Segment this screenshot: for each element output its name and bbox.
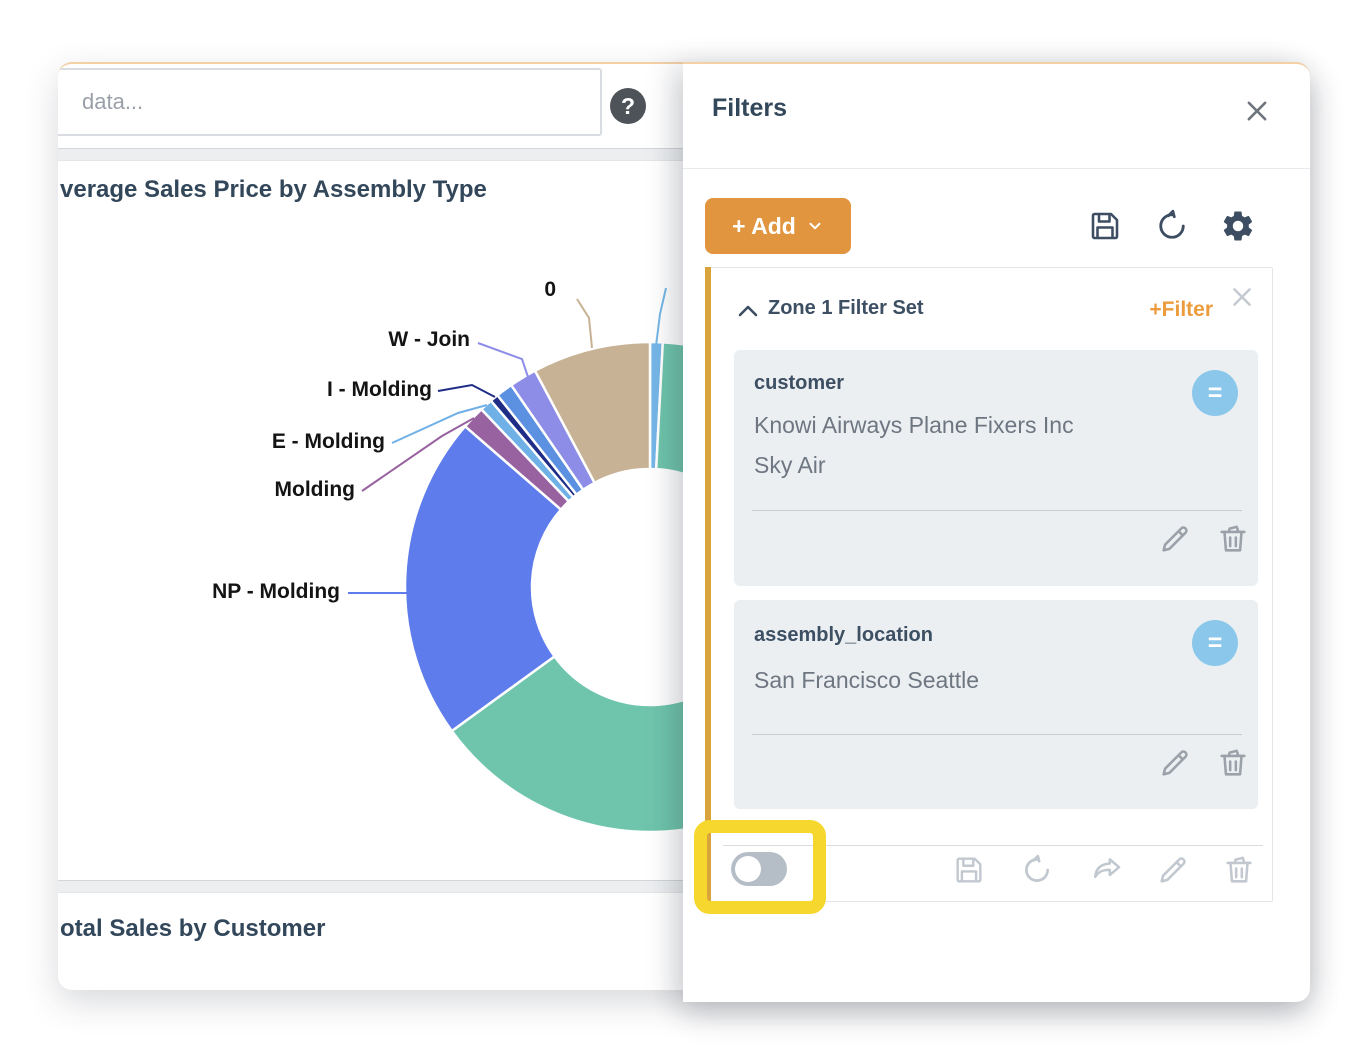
operator-equals-badge: =	[1192, 620, 1238, 666]
slice-label-e-molding: E - Molding	[271, 430, 385, 453]
card-divider	[752, 510, 1242, 511]
save-icon[interactable]	[1087, 208, 1123, 244]
edit-pencil-icon[interactable]	[1156, 853, 1190, 887]
add-filter-link[interactable]: +Filter	[1149, 298, 1213, 321]
gear-icon[interactable]	[1220, 208, 1256, 244]
slice-label-molding: Molding	[274, 478, 355, 501]
filter-value-line: Knowi Airways Plane Fixers Inc	[754, 412, 1074, 438]
donut-slice-unlabeled[interactable]	[450, 341, 683, 834]
filter-set-toggle[interactable]	[731, 852, 787, 886]
filter-set: Zone 1 Filter Set +Filter customer = Kno…	[705, 267, 1273, 904]
filters-panel: Filters + Add	[683, 62, 1310, 1002]
help-icon[interactable]: ?	[610, 88, 646, 124]
filter-field-name: assembly_location	[754, 624, 933, 646]
add-filter-set-button[interactable]: + Add	[705, 198, 851, 254]
leader-line	[576, 298, 593, 349]
filter-value: San Francisco Seattle	[754, 660, 1154, 700]
filter-value-line: Sky Air	[754, 452, 826, 478]
donut-slice-0[interactable]	[533, 340, 652, 485]
filter-field-name: customer	[754, 372, 845, 394]
remove-filter-set-icon[interactable]	[1229, 284, 1255, 310]
slice-label-np-molding: NP - Molding	[212, 580, 340, 603]
edit-pencil-icon[interactable]	[1158, 746, 1192, 780]
help-glyph: ?	[620, 92, 636, 119]
reset-icon[interactable]	[1020, 853, 1054, 887]
add-button-label: + Add	[732, 212, 796, 239]
search-input[interactable]	[58, 68, 602, 136]
save-icon[interactable]	[952, 853, 986, 887]
operator-equals-badge: =	[1192, 370, 1238, 416]
leader-line	[361, 417, 475, 492]
chart2-title: otal Sales by Customer	[60, 915, 326, 942]
donut-chart[interactable]	[58, 64, 683, 990]
chevron-up-icon[interactable]	[736, 301, 760, 321]
share-icon[interactable]	[1090, 853, 1124, 887]
panel-title: Filters	[712, 94, 788, 122]
panel-divider	[683, 168, 1310, 169]
leader-line	[391, 404, 488, 444]
slice-label-0: 0	[544, 278, 556, 301]
leader-line	[437, 383, 496, 398]
close-icon[interactable]	[1243, 97, 1271, 125]
chart1-title: verage Sales Price by Assembly Type	[60, 176, 487, 203]
edit-pencil-icon[interactable]	[1158, 522, 1192, 556]
footer-divider	[723, 845, 1263, 846]
leader-line	[655, 287, 667, 347]
toggle-knob	[735, 856, 761, 882]
filter-set-title: Zone 1 Filter Set	[768, 297, 924, 319]
slice-label-w-join: W - Join	[388, 328, 470, 351]
trash-icon[interactable]	[1222, 853, 1256, 887]
trash-icon[interactable]	[1216, 522, 1250, 556]
slice-label-i-molding: I - Molding	[327, 378, 432, 401]
filter-value: Knowi Airways Plane Fixers Inc Sky Air	[754, 405, 1154, 485]
card-divider	[752, 734, 1242, 735]
reset-icon[interactable]	[1154, 208, 1190, 244]
filter-card-assembly-location[interactable]: assembly_location = San Francisco Seattl…	[734, 600, 1258, 809]
filter-value-line: San Francisco Seattle	[754, 667, 980, 693]
filter-card-customer[interactable]: customer = Knowi Airways Plane Fixers In…	[734, 350, 1258, 586]
chevron-down-icon	[809, 222, 821, 230]
filter-set-accent-bar	[705, 267, 711, 904]
trash-icon[interactable]	[1216, 746, 1250, 780]
leader-line	[477, 342, 529, 378]
donut-slice-NP - Molding[interactable]	[403, 424, 563, 733]
